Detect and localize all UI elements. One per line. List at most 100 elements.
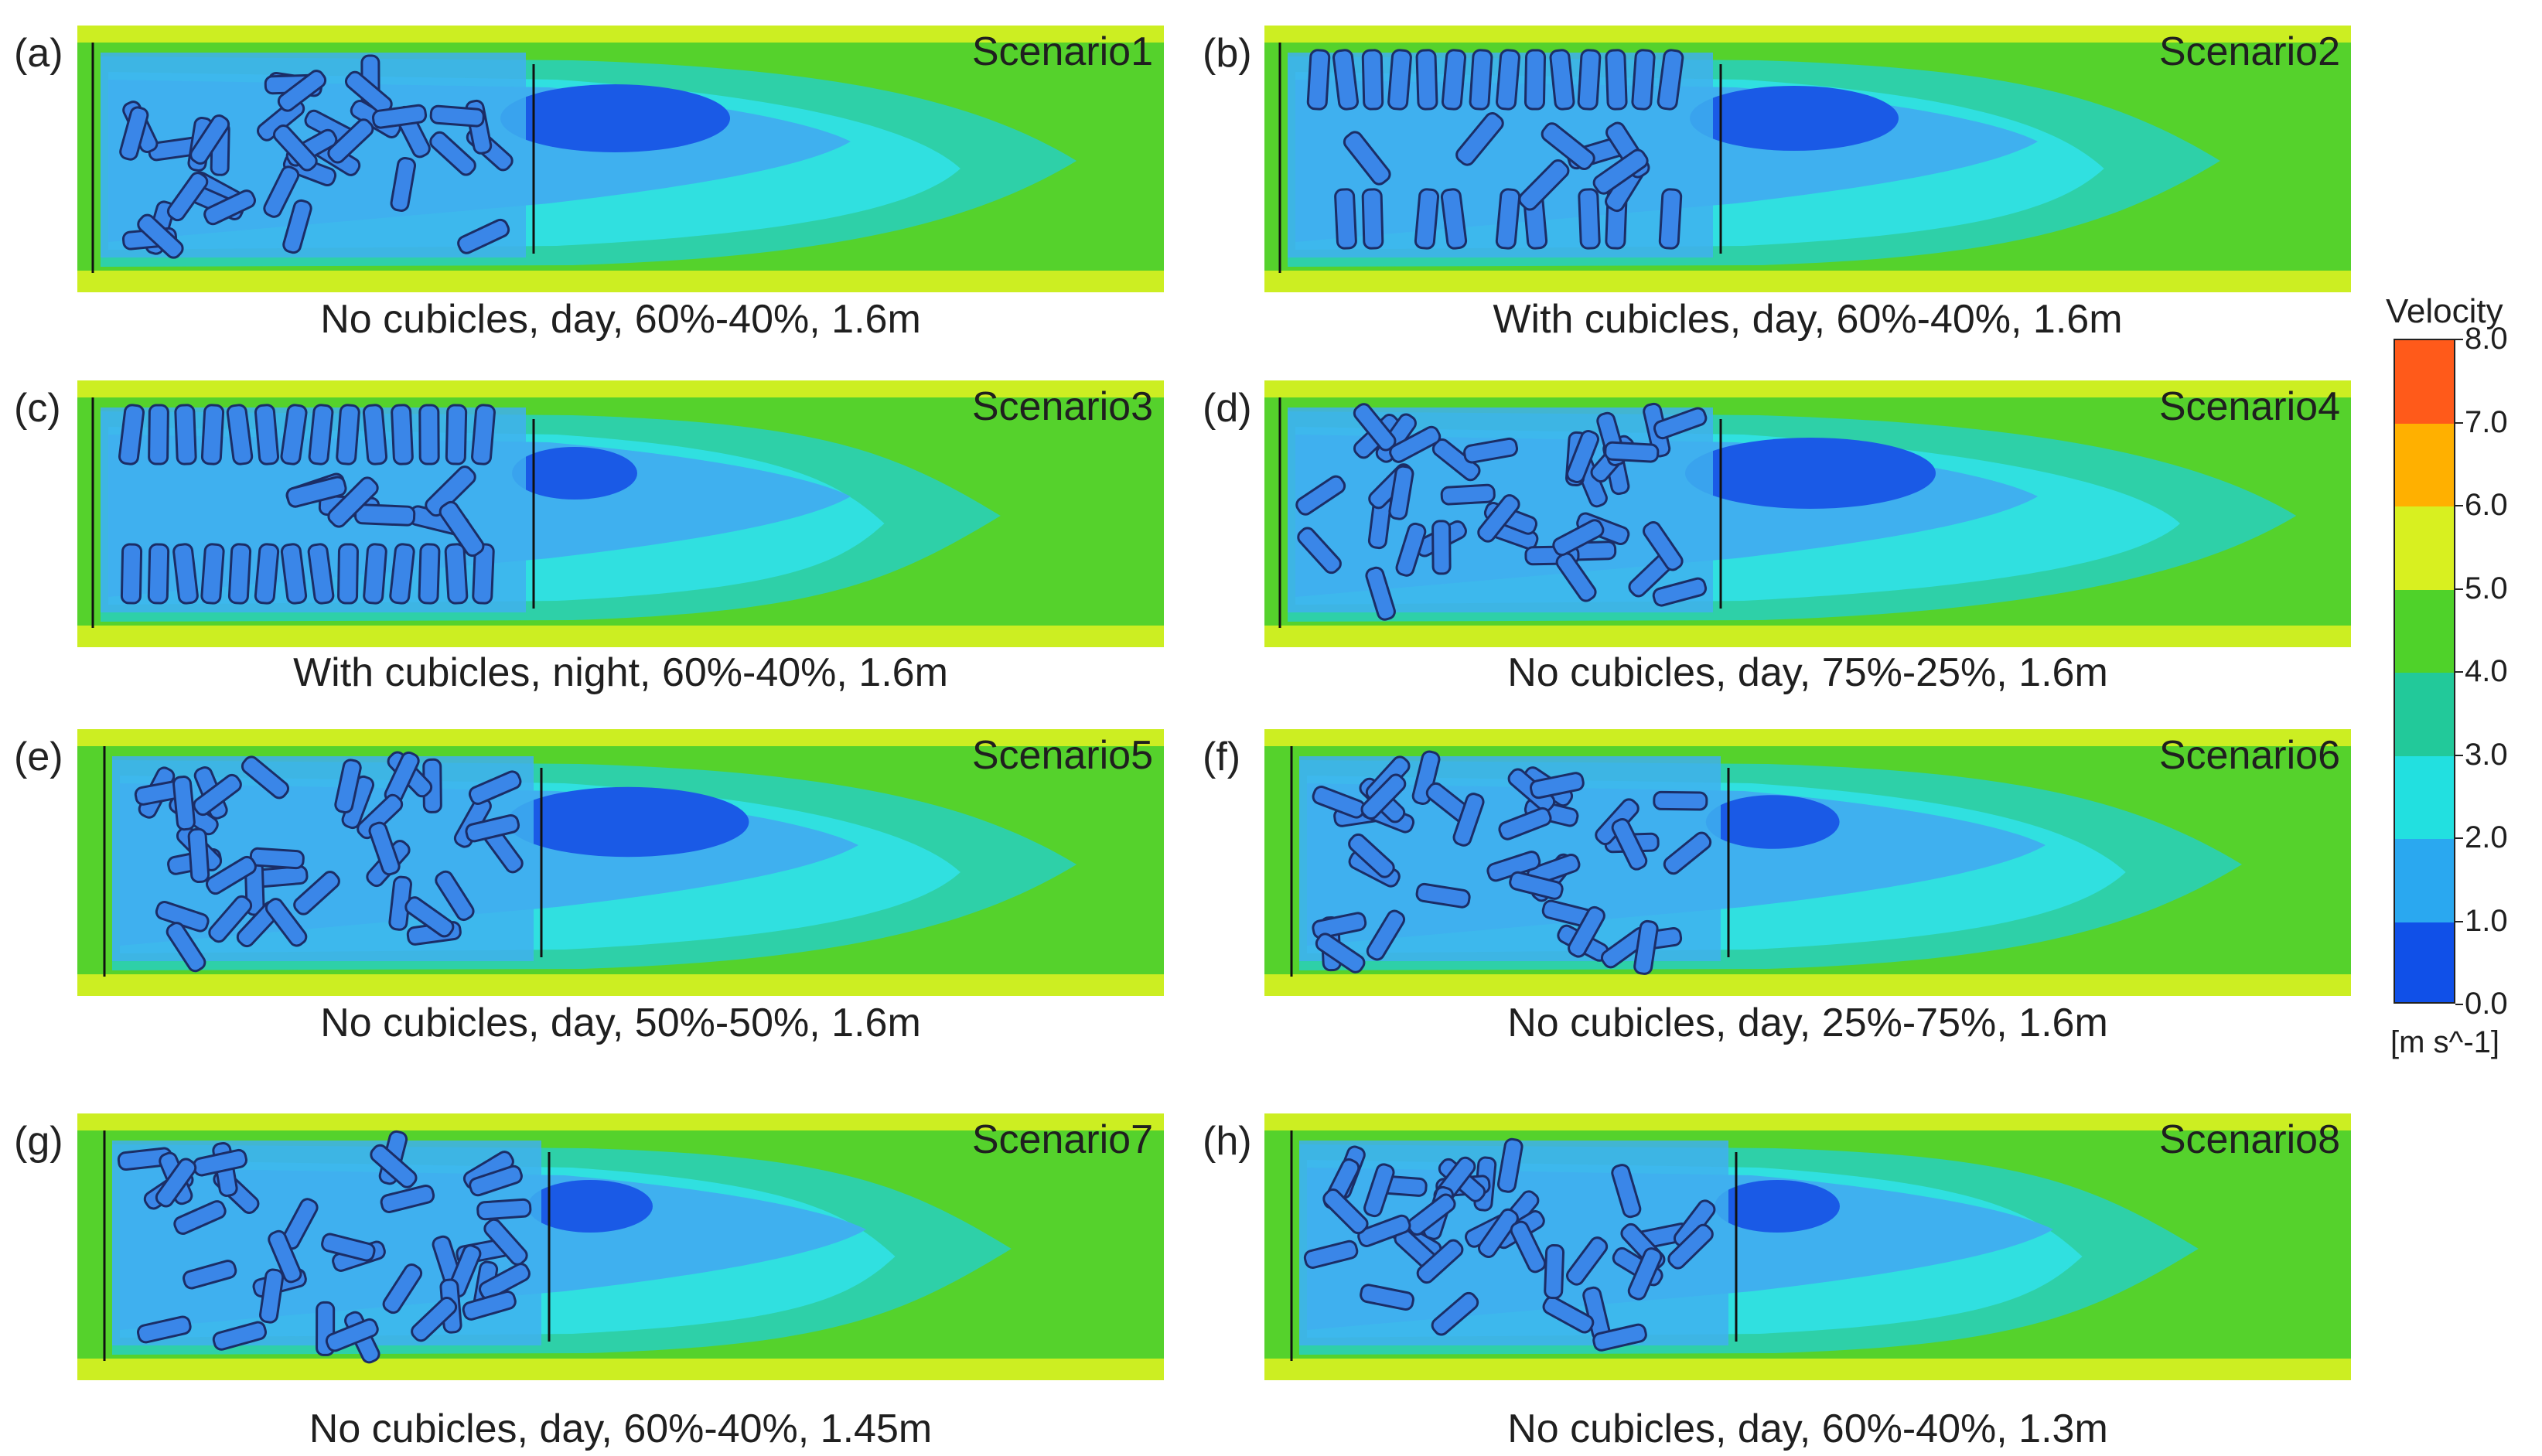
panel-caption: No cubicles, day, 60%-40%, 1.3m — [1507, 1407, 2108, 1451]
cow-shape — [1334, 188, 1357, 250]
velocity-contour-plot: Scenario8 — [1264, 1113, 2351, 1380]
cow-shape — [259, 1268, 285, 1324]
cow-shape — [411, 1296, 458, 1342]
cow-shape — [165, 922, 206, 973]
cow-shape — [1518, 159, 1570, 211]
cow-shape — [1605, 49, 1628, 111]
cow-shape — [370, 1144, 418, 1188]
panel-letter: (e) — [14, 735, 63, 779]
cow-shape — [1463, 437, 1519, 464]
cow-shape — [206, 855, 257, 895]
contour-blue-core — [500, 84, 730, 152]
cow-group — [134, 751, 524, 973]
cow-shape — [1477, 494, 1520, 543]
cow-shape — [1631, 49, 1656, 111]
cow-shape — [1509, 871, 1564, 900]
cow-shape — [1578, 188, 1601, 250]
legend-tickmark — [2455, 837, 2463, 839]
panel-letter: (h) — [1203, 1119, 1252, 1164]
cow-shape — [1549, 49, 1575, 111]
cow-shape — [404, 896, 455, 938]
contour-blue-core — [1705, 795, 1840, 849]
cow-shape — [241, 755, 290, 800]
legend-color-segment — [2395, 673, 2454, 757]
legend-tickmark — [2455, 671, 2463, 673]
cow-shape — [1322, 1188, 1369, 1235]
cow-shape — [249, 847, 305, 870]
cow-shape — [166, 172, 209, 222]
cow-shape — [174, 404, 197, 465]
cow-shape — [418, 543, 441, 605]
cow-shape — [1360, 773, 1407, 820]
cow-shape — [1407, 1193, 1456, 1236]
cow-shape — [307, 543, 335, 605]
panel-letter: (d) — [1203, 386, 1252, 431]
cow-shape — [435, 870, 475, 922]
cow-group — [1306, 49, 1684, 250]
cow-shape — [1361, 188, 1384, 250]
cow-shape — [425, 465, 476, 517]
cow-shape — [462, 1291, 517, 1321]
cow-shape — [457, 218, 510, 254]
cow-shape — [263, 165, 300, 218]
legend-tick-label: 2.0 — [2465, 820, 2508, 854]
cow-shape — [1566, 1236, 1609, 1286]
cow-shape — [1440, 483, 1496, 506]
cow-shape — [200, 543, 225, 605]
cow-shape — [1542, 1295, 1595, 1334]
legend-title: Velocity — [2386, 292, 2503, 330]
cow-shape — [336, 404, 360, 465]
cow-shape — [362, 404, 388, 465]
panel-letter: (c) — [14, 386, 61, 431]
cow-shape — [363, 543, 387, 605]
cow-shape — [1455, 112, 1504, 166]
cow-shape — [282, 199, 312, 254]
cow-shape — [1363, 1163, 1395, 1218]
scenario-title: Scenario2 — [2158, 29, 2340, 74]
cow-shape — [1611, 1164, 1642, 1219]
legend-tickmark — [2455, 339, 2463, 340]
panel-letter: (g) — [14, 1119, 63, 1164]
scenario-title: Scenario1 — [971, 29, 1153, 74]
legend-tick-label: 3.0 — [2465, 737, 2508, 772]
cow-shape — [226, 404, 254, 465]
legend-tick-label: 1.0 — [2465, 903, 2508, 938]
cow-shape — [1496, 49, 1520, 111]
velocity-contour-plot: Scenario3 — [77, 380, 1164, 647]
legend-tick-label: 4.0 — [2465, 654, 2508, 688]
cow-shape — [321, 1233, 376, 1262]
panel-caption: No cubicles, day, 50%-50%, 1.6m — [320, 1001, 921, 1045]
legend-tickmark — [2455, 421, 2463, 424]
cow-shape — [193, 773, 242, 817]
cow-shape — [173, 1200, 227, 1235]
cow-shape — [382, 1263, 423, 1314]
legend-color-segment — [2395, 340, 2454, 425]
cow-shape — [254, 404, 280, 465]
cow-shape — [1552, 519, 1605, 557]
cow-shape — [136, 1315, 192, 1344]
scenario-title: Scenario5 — [971, 733, 1153, 778]
legend-tick-label: 8.0 — [2465, 322, 2508, 356]
cow-shape — [1414, 188, 1440, 250]
cow-group — [1312, 750, 1712, 975]
legend-color-segment — [2395, 839, 2454, 923]
cow-shape — [293, 871, 340, 916]
legend-tick-label: 5.0 — [2465, 571, 2508, 605]
cow-shape — [1627, 1247, 1663, 1301]
cow-shape — [268, 1229, 302, 1284]
panel-caption: No cubicles, day, 25%-75%, 1.6m — [1507, 1001, 2108, 1045]
cow-shape — [155, 1158, 197, 1208]
panel-letter: (a) — [14, 31, 63, 76]
cow-shape — [187, 827, 210, 884]
cow-shape — [1566, 430, 1600, 484]
cow-shape — [1295, 475, 1346, 516]
cow-shape — [203, 189, 256, 226]
cow-shape — [227, 543, 252, 605]
panel-letter: (f) — [1203, 735, 1241, 779]
velocity-legend: Velocity 8.0 7.0 6.0 5.0 4.0 3.0 2.0 1.0 0.0 [m … — [2386, 292, 2542, 1104]
cow-shape — [1604, 441, 1660, 463]
scenario-title: Scenario3 — [971, 384, 1153, 429]
cow-shape — [264, 898, 308, 947]
cow-shape — [172, 543, 199, 605]
cow-shape — [1653, 407, 1708, 440]
